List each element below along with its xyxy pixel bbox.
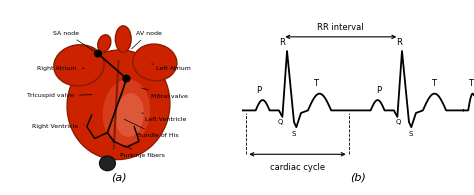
Text: Right Ventricle: Right Ventricle — [32, 124, 84, 129]
Ellipse shape — [98, 35, 111, 52]
Text: (a): (a) — [111, 172, 126, 182]
Ellipse shape — [67, 50, 170, 160]
Ellipse shape — [115, 26, 131, 52]
Circle shape — [123, 75, 130, 82]
Text: T: T — [431, 80, 436, 89]
Text: P: P — [256, 86, 262, 95]
Text: cardiac cycle: cardiac cycle — [270, 163, 325, 172]
Circle shape — [94, 50, 101, 57]
Ellipse shape — [102, 79, 150, 145]
Ellipse shape — [100, 156, 115, 171]
Text: Right Atrium: Right Atrium — [37, 66, 84, 71]
Text: (b): (b) — [350, 173, 366, 183]
Text: T: T — [468, 80, 473, 89]
Ellipse shape — [133, 44, 177, 81]
Ellipse shape — [54, 45, 104, 86]
Text: Tricuspid valve: Tricuspid valve — [27, 93, 92, 98]
Text: R: R — [280, 38, 285, 47]
Text: S: S — [409, 131, 413, 137]
Text: Left Atrium: Left Atrium — [152, 64, 191, 71]
Text: P: P — [376, 86, 382, 95]
Text: Q: Q — [395, 119, 401, 125]
Text: Purkinje fibers: Purkinje fibers — [120, 146, 164, 159]
Text: Bundle of His: Bundle of His — [124, 119, 179, 138]
Text: RR interval: RR interval — [318, 23, 364, 32]
Text: SA node: SA node — [54, 31, 96, 52]
Text: AV node: AV node — [132, 31, 162, 49]
Text: Mitral valve: Mitral valve — [142, 88, 188, 98]
Text: Left Ventricle: Left Ventricle — [142, 113, 187, 122]
Text: S: S — [291, 131, 295, 137]
Ellipse shape — [115, 93, 144, 137]
Text: T: T — [313, 80, 318, 89]
Text: Q: Q — [278, 119, 283, 125]
Text: R: R — [396, 38, 402, 47]
